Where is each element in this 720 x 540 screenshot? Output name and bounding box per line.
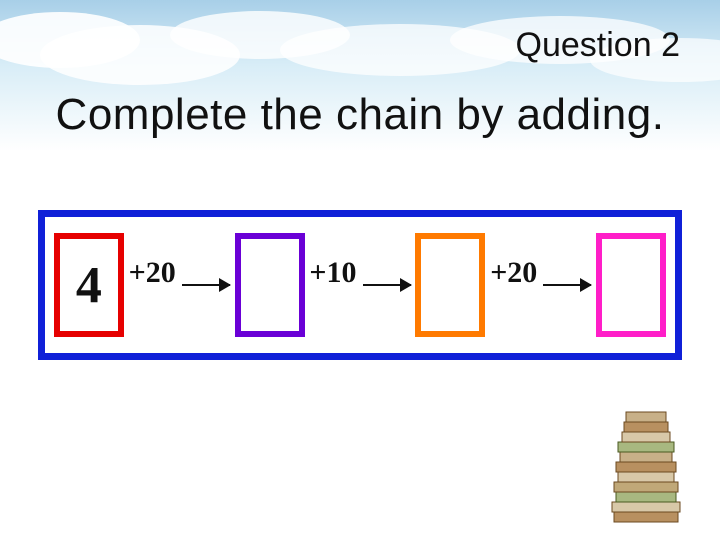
chain-op-1: +20 — [129, 268, 230, 302]
arrow-icon — [182, 284, 230, 286]
book-stack-icon — [600, 400, 690, 530]
instruction-text: Complete the chain by adding. — [20, 90, 700, 140]
arrow-icon — [363, 284, 411, 286]
chain-box-4 — [596, 233, 666, 337]
arrow-icon — [543, 284, 591, 286]
chain-box-3 — [415, 233, 485, 337]
op-label: +20 — [490, 256, 537, 290]
chain-box-1: 4 — [54, 233, 124, 337]
chain-op-2: +10 — [309, 268, 410, 302]
question-label: Question 2 — [516, 26, 680, 65]
op-label: +20 — [129, 256, 176, 290]
chain-box-2 — [235, 233, 305, 337]
chain-frame: 4 +20 +10 +20 — [38, 210, 682, 360]
slide: Question 2 Complete the chain by adding.… — [0, 0, 720, 540]
op-label: +10 — [309, 256, 356, 290]
chain-op-3: +20 — [490, 268, 591, 302]
